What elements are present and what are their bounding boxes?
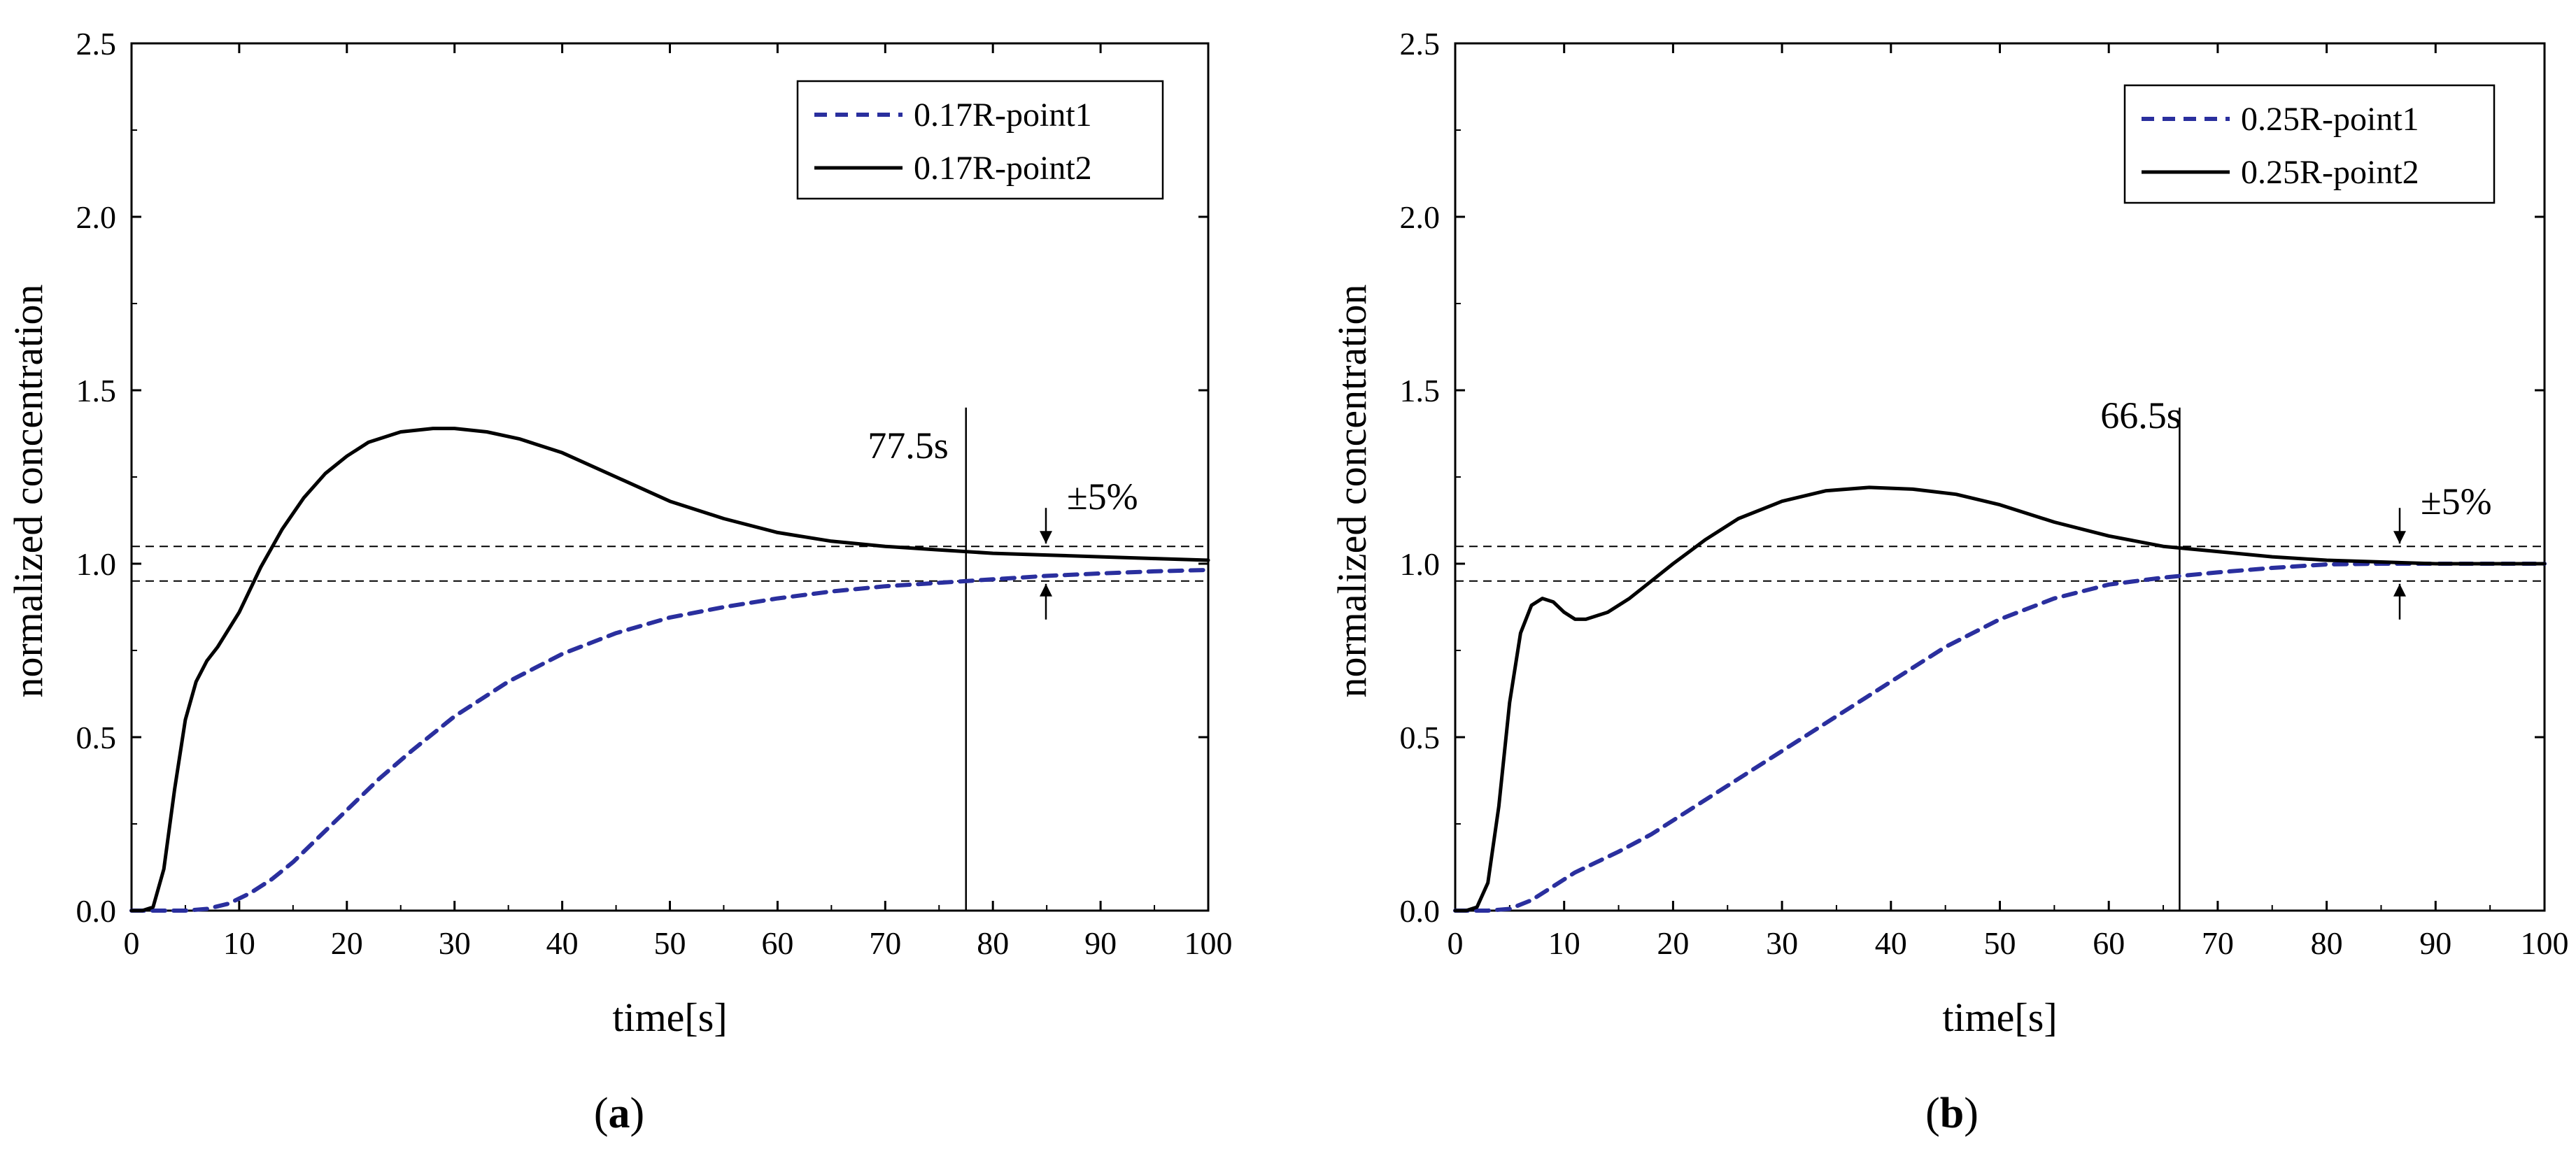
x-tick-label: 30	[1766, 925, 1798, 961]
x-tick-label: 60	[2093, 925, 2125, 961]
x-tick-label: 40	[1875, 925, 1907, 961]
y-tick-label: 2.5	[76, 26, 117, 62]
y-tick-label: 1.5	[76, 373, 117, 408]
x-tick-label: 100	[1184, 925, 1233, 961]
x-tick-label: 0	[1448, 925, 1464, 961]
x-tick-label: 90	[2419, 925, 2451, 961]
y-tick-label: 2.0	[76, 199, 117, 235]
y-axis-title: normalized concentration	[6, 284, 51, 697]
panel-label: (a)	[594, 1090, 644, 1137]
x-tick-label: 70	[869, 925, 901, 961]
x-tick-label: 80	[2311, 925, 2343, 961]
x-tick-label: 90	[1084, 925, 1117, 961]
panel-label-open-paren: (	[1925, 1090, 1940, 1137]
y-tick-label: 0.5	[76, 720, 117, 755]
series-line-0.17R-point1	[129, 567, 1210, 913]
legend-box	[2123, 84, 2496, 204]
tolerance-band-label: ±5%	[1067, 476, 1138, 518]
y-tick-label: 0.5	[1400, 720, 1441, 755]
x-tick-label: 10	[223, 925, 255, 961]
legend-box	[796, 80, 1164, 200]
panel-label-open-paren: (	[594, 1090, 609, 1137]
x-axis-title: time[s]	[1942, 995, 2057, 1040]
x-tick-label: 100	[2521, 925, 2569, 961]
panel-label-close-paren: )	[630, 1090, 645, 1137]
settle-time-label: 66.5s	[2100, 394, 2181, 436]
x-tick-label: 80	[977, 925, 1009, 961]
series-line-0.25R-point2	[1453, 485, 2547, 913]
y-tick-label: 0.0	[76, 893, 117, 929]
chart-panel-b: 0 10 20 30 40 50 60 70 80 90 100 0.0 0.5 1.0 1.5 2.0 2.5…	[1329, 26, 2569, 1137]
settle-time-label: 77.5s	[868, 425, 949, 467]
y-tick-label: 2.5	[1400, 26, 1441, 62]
x-tick-label: 50	[1984, 925, 2016, 961]
y-tick-label: 2.0	[1400, 199, 1441, 235]
series-line-0.25R-point1	[1453, 562, 2547, 913]
panel-label-letter: b	[1940, 1090, 1964, 1137]
arrow-down-icon	[2393, 531, 2406, 544]
legend-label: 0.25R-point1	[2241, 101, 2419, 138]
x-axis-title: time[s]	[612, 995, 727, 1040]
y-tick-label: 1.0	[1400, 546, 1441, 582]
y-tick-label: 1.0	[76, 546, 117, 582]
x-tick-label: 20	[1657, 925, 1689, 961]
x-tick-label: 10	[1548, 925, 1580, 961]
x-tick-label: 20	[331, 925, 363, 961]
arrow-up-icon	[1040, 583, 1052, 597]
y-tick-label: 1.5	[1400, 373, 1441, 408]
panel-label: (b)	[1925, 1090, 1979, 1137]
x-tick-label: 50	[654, 925, 686, 961]
arrow-up-icon	[2393, 583, 2406, 597]
legend-label: 0.25R-point2	[2241, 154, 2419, 191]
x-tick-label: 0	[124, 925, 140, 961]
x-tick-label: 30	[439, 925, 471, 961]
chart-panel-a: 0 10 20 30 40 50 60 70 80 90 100 0.0 0.5 1.0 1.5 2.0 2.5…	[6, 26, 1233, 1137]
y-tick-label: 0.0	[1400, 893, 1441, 929]
legend-label: 0.17R-point1	[914, 97, 1092, 134]
panel-label-close-paren: )	[1964, 1090, 1979, 1137]
y-axis-title: normalized concentration	[1329, 284, 1375, 697]
tolerance-band-label: ±5%	[2421, 480, 2492, 522]
arrow-down-icon	[1040, 531, 1052, 544]
x-tick-label: 60	[761, 925, 793, 961]
panel-label-letter: a	[609, 1090, 630, 1137]
series-line-0.17R-point2	[129, 427, 1210, 913]
x-tick-label: 40	[546, 925, 579, 961]
x-tick-label: 70	[2202, 925, 2234, 961]
legend-label: 0.17R-point2	[914, 150, 1092, 187]
